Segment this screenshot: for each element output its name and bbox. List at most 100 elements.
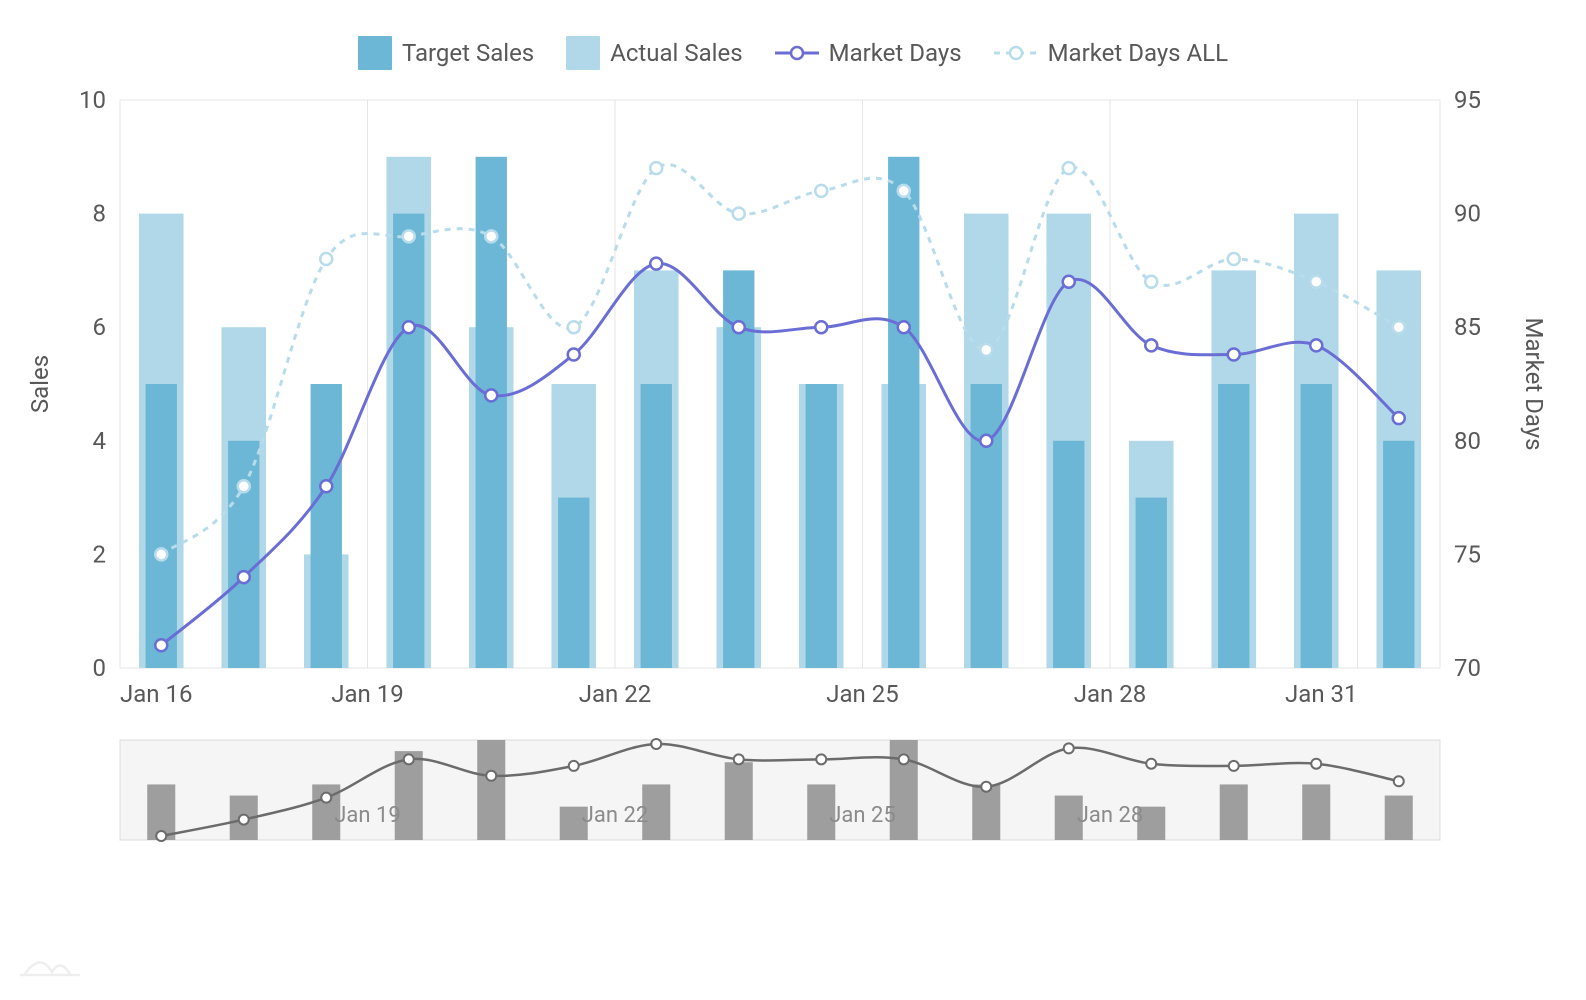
bar-target[interactable] xyxy=(1136,498,1167,668)
overview-bar xyxy=(1385,796,1413,840)
marker-market_days[interactable] xyxy=(898,321,910,333)
svg-text:Sales: Sales xyxy=(26,355,54,413)
overview-marker xyxy=(1146,759,1156,769)
legend-item-market-days[interactable]: Market Days xyxy=(775,39,962,67)
overview-bar xyxy=(972,784,1000,840)
marker-market_days[interactable] xyxy=(485,389,497,401)
marker-market_days_all[interactable] xyxy=(1310,276,1322,288)
marker-market_days[interactable] xyxy=(980,435,992,447)
bar-target[interactable] xyxy=(971,384,1002,668)
svg-text:Jan 31: Jan 31 xyxy=(1285,680,1357,708)
svg-text:90: 90 xyxy=(1454,200,1481,228)
bar-target[interactable] xyxy=(1218,384,1249,668)
marker-market_days[interactable] xyxy=(320,480,332,492)
svg-text:85: 85 xyxy=(1454,313,1481,341)
overview-marker xyxy=(1394,776,1404,786)
svg-text:70: 70 xyxy=(1454,654,1481,682)
marker-market_days_all[interactable] xyxy=(1228,253,1240,265)
bar-target[interactable] xyxy=(146,384,177,668)
bar-target[interactable] xyxy=(311,384,342,668)
marker-market_days[interactable] xyxy=(1393,412,1405,424)
overview-marker xyxy=(1229,761,1239,771)
marker-market_days[interactable] xyxy=(238,571,250,583)
svg-text:10: 10 xyxy=(79,86,106,114)
overview-marker xyxy=(899,754,909,764)
marker-market_days_all[interactable] xyxy=(485,230,497,242)
marker-market_days_all[interactable] xyxy=(815,185,827,197)
overview-marker xyxy=(1064,743,1074,753)
marker-market_days[interactable] xyxy=(155,639,167,651)
marker-market_days[interactable] xyxy=(403,321,415,333)
marker-market_days_all[interactable] xyxy=(980,344,992,356)
svg-text:6: 6 xyxy=(93,313,107,341)
overview-marker xyxy=(239,815,249,825)
marker-market_days_all[interactable] xyxy=(898,185,910,197)
svg-text:2: 2 xyxy=(93,540,107,568)
svg-text:Market Days: Market Days xyxy=(1520,318,1548,451)
legend: Target Sales Actual Sales Market Days Ma… xyxy=(0,36,1586,70)
svg-text:Jan 25: Jan 25 xyxy=(826,680,898,708)
marker-market_days_all[interactable] xyxy=(568,321,580,333)
legend-label: Target Sales xyxy=(402,39,534,67)
legend-swatch-actual xyxy=(566,36,600,70)
bar-target[interactable] xyxy=(888,157,919,668)
svg-text:Jan 19: Jan 19 xyxy=(331,680,403,708)
marker-market_days[interactable] xyxy=(650,258,662,270)
marker-market_days[interactable] xyxy=(1063,276,1075,288)
legend-item-market-days-all[interactable]: Market Days ALL xyxy=(994,39,1228,67)
overview-marker xyxy=(651,739,661,749)
bar-target[interactable] xyxy=(1301,384,1332,668)
svg-text:75: 75 xyxy=(1454,540,1481,568)
overview-bar xyxy=(725,762,753,840)
overview-bar xyxy=(477,740,505,840)
overview-marker xyxy=(1311,759,1321,769)
watermark-logo-icon xyxy=(20,948,110,980)
svg-text:95: 95 xyxy=(1454,86,1481,114)
svg-text:Jan 25: Jan 25 xyxy=(829,803,895,828)
svg-text:Jan 19: Jan 19 xyxy=(334,803,400,828)
overview-marker xyxy=(486,771,496,781)
marker-market_days[interactable] xyxy=(1310,339,1322,351)
bar-target[interactable] xyxy=(806,384,837,668)
bar-target[interactable] xyxy=(558,498,589,668)
overview-marker xyxy=(569,761,579,771)
legend-label: Market Days xyxy=(829,39,962,67)
bar-target[interactable] xyxy=(393,214,424,668)
marker-market_days[interactable] xyxy=(1145,339,1157,351)
svg-text:80: 80 xyxy=(1454,427,1481,455)
overview-bar xyxy=(1220,784,1248,840)
marker-market_days[interactable] xyxy=(815,321,827,333)
legend-line-market-all xyxy=(994,43,1038,63)
marker-market_days_all[interactable] xyxy=(733,208,745,220)
legend-swatch-target xyxy=(358,36,392,70)
bar-target[interactable] xyxy=(228,441,259,668)
svg-text:Jan 22: Jan 22 xyxy=(579,680,651,708)
svg-text:8: 8 xyxy=(93,200,107,228)
overview-marker xyxy=(404,754,414,764)
marker-market_days_all[interactable] xyxy=(1063,162,1075,174)
legend-line-market xyxy=(775,43,819,63)
svg-text:Jan 22: Jan 22 xyxy=(582,803,648,828)
marker-market_days[interactable] xyxy=(568,348,580,360)
legend-label: Market Days ALL xyxy=(1048,39,1228,67)
bar-target[interactable] xyxy=(1383,441,1414,668)
marker-market_days_all[interactable] xyxy=(403,230,415,242)
legend-item-actual-sales[interactable]: Actual Sales xyxy=(566,36,742,70)
marker-market_days_all[interactable] xyxy=(320,253,332,265)
svg-text:4: 4 xyxy=(93,427,107,455)
marker-market_days_all[interactable] xyxy=(650,162,662,174)
bar-target[interactable] xyxy=(641,384,672,668)
marker-market_days_all[interactable] xyxy=(1145,276,1157,288)
marker-market_days[interactable] xyxy=(733,321,745,333)
chart-container: Target Sales Actual Sales Market Days Ma… xyxy=(0,0,1586,1000)
bar-target[interactable] xyxy=(1053,441,1084,668)
chart-svg: 0 2 4 6 8 10 70 75 80 85 90 95 Sales Market Days Jan 1… xyxy=(0,0,1586,1000)
legend-item-target-sales[interactable]: Target Sales xyxy=(358,36,534,70)
marker-market_days[interactable] xyxy=(1228,348,1240,360)
marker-market_days_all[interactable] xyxy=(155,548,167,560)
marker-market_days_all[interactable] xyxy=(238,480,250,492)
svg-text:0: 0 xyxy=(93,654,107,682)
svg-text:Jan 28: Jan 28 xyxy=(1077,803,1143,828)
overview-marker xyxy=(981,782,991,792)
marker-market_days_all[interactable] xyxy=(1393,321,1405,333)
